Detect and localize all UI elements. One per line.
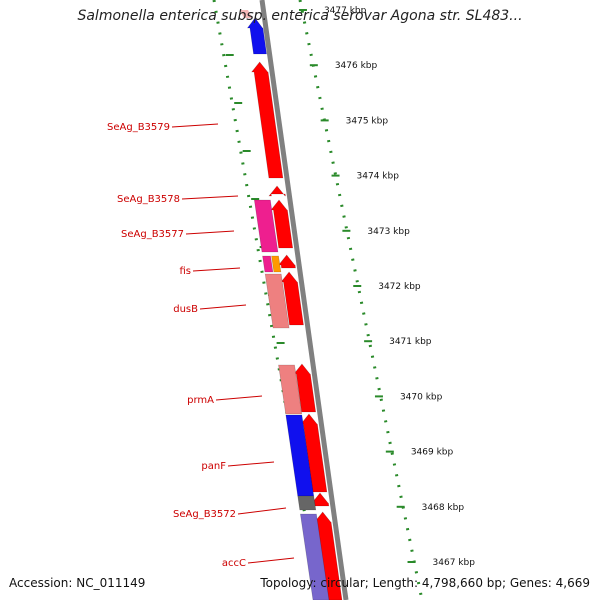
gene-seag-b3577[interactable] xyxy=(253,199,279,253)
gene-label-leader-line xyxy=(215,395,263,401)
accession-label: Accession: NC_011149 xyxy=(9,576,146,590)
gene-seag-b3572[interactable] xyxy=(297,495,317,511)
gene-prmA[interactable] xyxy=(278,364,303,415)
gene-dusB[interactable] xyxy=(264,273,290,329)
gene-label-leader-line xyxy=(199,304,247,310)
sequence-backbone xyxy=(259,0,349,601)
ruler-tick-label: 3475 kbp xyxy=(346,116,389,126)
ruler-tick-label: 3474 kbp xyxy=(357,172,400,182)
gene-label-leader-line xyxy=(185,230,235,235)
gene-label-seag-b3579[interactable]: SeAg_B3579 xyxy=(107,122,170,133)
gene-label-leader-line xyxy=(171,123,219,128)
right-boundary-dotted-line xyxy=(298,0,424,601)
ruler-tick-label: 3472 kbp xyxy=(378,282,421,292)
gene-label-seag-b3578[interactable]: SeAg_B3578 xyxy=(117,194,180,205)
gene-label-seag-b3572[interactable]: SeAg_B3572 xyxy=(173,509,236,520)
gene-label-leader-line xyxy=(247,557,295,564)
gene-label-fis[interactable]: fis xyxy=(179,266,191,277)
cds-fis[interactable] xyxy=(278,254,296,269)
ruler-tick-label: 3468 kbp xyxy=(422,503,465,513)
gene-fis[interactable] xyxy=(262,255,274,273)
ruler-tick-label: 3470 kbp xyxy=(400,392,443,402)
ruler-tick-label: 3469 kbp xyxy=(411,448,454,458)
ruler-tick-label: 3467 kbp xyxy=(433,558,476,568)
cds-seag-b3579[interactable] xyxy=(251,61,284,179)
gene-label-leader-line xyxy=(237,507,287,515)
gene-label-prma[interactable]: prmA xyxy=(187,395,214,406)
gene-blue-top[interactable] xyxy=(246,17,267,55)
gene-label-leader-line xyxy=(181,195,239,200)
ruler-tick-label: 3471 kbp xyxy=(389,337,432,347)
gene-label-leader-line xyxy=(227,461,275,467)
ruler-tick-label: 3477 kbp xyxy=(324,6,367,16)
gene-label-leader-line xyxy=(192,267,241,272)
ruler-tick-label: 3473 kbp xyxy=(367,227,410,237)
gene-fis-orange[interactable] xyxy=(271,255,282,273)
gene-label-panf[interactable]: panF xyxy=(201,461,226,472)
cds-seag-b3578[interactable] xyxy=(268,185,286,197)
gene-label-seag-b3577[interactable]: SeAg_B3577 xyxy=(121,229,184,240)
gene-fragment-top xyxy=(240,10,252,18)
ruler-tick-label: 3476 kbp xyxy=(335,61,378,71)
map-title: Salmonella enterica subsp. enterica sero… xyxy=(77,8,523,24)
topology-label: Topology: circular; Length: 4,798,660 bp… xyxy=(260,576,590,590)
gene-label-dusb[interactable]: dusB xyxy=(173,304,198,315)
gene-label-accc[interactable]: accC xyxy=(222,558,246,569)
